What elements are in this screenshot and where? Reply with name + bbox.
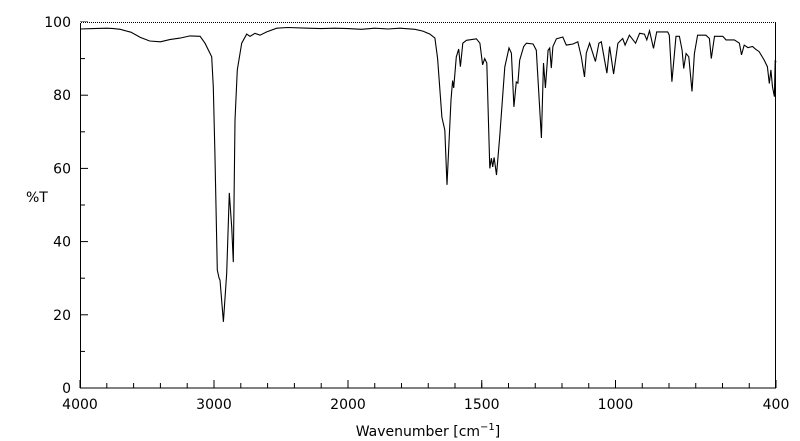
y-tick-label: 20: [53, 308, 71, 324]
x-tick-label: 1000: [598, 397, 634, 413]
x-axis-label: Wavenumber [cm−1]: [356, 422, 501, 440]
y-tick-label: 80: [53, 88, 71, 104]
x-axis-label-end: ]: [495, 424, 500, 440]
y-tick-label: 60: [53, 161, 71, 177]
x-tick-label: 3000: [196, 397, 232, 413]
y-tick-label: 0: [62, 381, 71, 397]
y-tick-label: 40: [53, 235, 71, 251]
spectrum-line: [79, 26, 777, 322]
x-tick-label: 1500: [464, 397, 500, 413]
y-tick-label: 100: [44, 15, 71, 31]
x-axis-label-base: Wavenumber [cm: [356, 424, 480, 440]
x-tick-label: 4000: [62, 397, 98, 413]
x-tick-label: 400: [763, 397, 790, 413]
x-axis-label-sup: −1: [480, 422, 495, 433]
x-tick-label: 2000: [330, 397, 366, 413]
y-axis-label: %T: [26, 190, 48, 206]
